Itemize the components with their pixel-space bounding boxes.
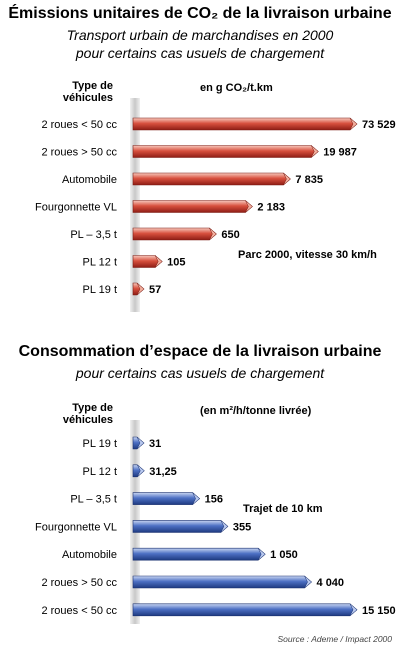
category-header: Type de véhicules [63, 402, 113, 426]
category-label: PL 19 t [83, 284, 117, 296]
bar-tip [245, 200, 253, 213]
data-label: 73 529 [362, 119, 396, 131]
category-label: 2 roues < 50 cc [41, 605, 117, 617]
unit-label: en g CO₂/t.km [200, 82, 273, 94]
category-label: Fourgonnette VL [35, 202, 117, 214]
bar [132, 117, 358, 131]
category-label: 2 roues > 50 cc [41, 577, 117, 589]
bar-tip [304, 575, 312, 589]
data-label: 105 [167, 257, 185, 269]
category-label: PL 12 t [83, 257, 117, 269]
bar-tip [192, 492, 200, 505]
bar [132, 575, 312, 589]
source-note: Source : Ademe / Impact 2000 [278, 634, 393, 644]
category-label: PL 12 t [83, 466, 117, 478]
bar [132, 172, 291, 186]
data-label: 31,25 [149, 466, 177, 478]
data-label: 1 050 [270, 549, 298, 561]
category-label: PL 19 t [83, 438, 117, 450]
data-label: 15 150 [362, 605, 396, 617]
data-label: 156 [205, 494, 223, 506]
category-label: PL – 3,5 t [70, 494, 117, 506]
category-label: Automobile [62, 549, 117, 561]
bar-tip [154, 255, 163, 268]
bar-tip [220, 520, 229, 533]
bar-tip [209, 227, 217, 241]
category-label: 2 roues < 50 cc [41, 119, 117, 131]
bar-tip [349, 603, 358, 616]
chart-subtitle-line-1: pour certains cas usuels de chargement [75, 365, 325, 381]
chart-space: Consommation d’espace de la livraison ur… [19, 343, 396, 624]
bar-tip [349, 117, 358, 131]
data-label: 31 [149, 438, 161, 450]
data-label: 650 [221, 229, 239, 241]
bar-series: PL 19 t 31 PL 12 t 31,25 PL – 3,5 t 156 Fourgo… [35, 436, 396, 617]
bar-tip [136, 282, 145, 296]
bar [132, 603, 358, 617]
bar-tip [137, 464, 145, 477]
data-label: 57 [149, 284, 161, 296]
bar [132, 200, 253, 213]
category-header: Type de véhicules [63, 80, 113, 104]
chart-annotation: Trajet de 10 km [243, 503, 323, 515]
chart-annotation: Parc 2000, vitesse 30 km/h [238, 249, 377, 261]
category-label: PL – 3,5 t [70, 229, 117, 241]
bar-tip [257, 548, 266, 561]
bar-tip [311, 145, 319, 158]
chart-emissions: Émissions unitaires de CO₂ de la livrais… [8, 3, 396, 312]
bar [132, 547, 266, 561]
chart-title: Émissions unitaires de CO₂ de la livrais… [8, 3, 391, 22]
bar [132, 492, 201, 505]
chart-title: Consommation d’espace de la livraison ur… [19, 343, 382, 360]
data-label: 2 183 [257, 202, 285, 214]
bar [132, 145, 319, 158]
data-label: 4 040 [317, 577, 345, 589]
chart-subtitle-line-2: pour certains cas usuels de chargement [75, 45, 325, 61]
bar [132, 227, 217, 241]
bar-tip [283, 172, 291, 186]
bar-series: 2 roues < 50 cc 73 529 2 roues > 50 cc 19 9… [35, 117, 396, 296]
data-label: 355 [233, 521, 251, 533]
chart-subtitle-line-1: Transport urbain de marchandises en 2000 [67, 27, 334, 43]
bar-tip [136, 436, 145, 450]
data-label: 7 835 [295, 174, 323, 186]
unit-label: (en m²/h/tonne livrée) [200, 405, 312, 417]
category-label: Fourgonnette VL [35, 521, 117, 533]
bar [132, 255, 163, 268]
bar [132, 520, 229, 533]
data-label: 19 987 [323, 147, 357, 159]
category-label: Automobile [62, 174, 117, 186]
category-label: 2 roues > 50 cc [41, 147, 117, 159]
